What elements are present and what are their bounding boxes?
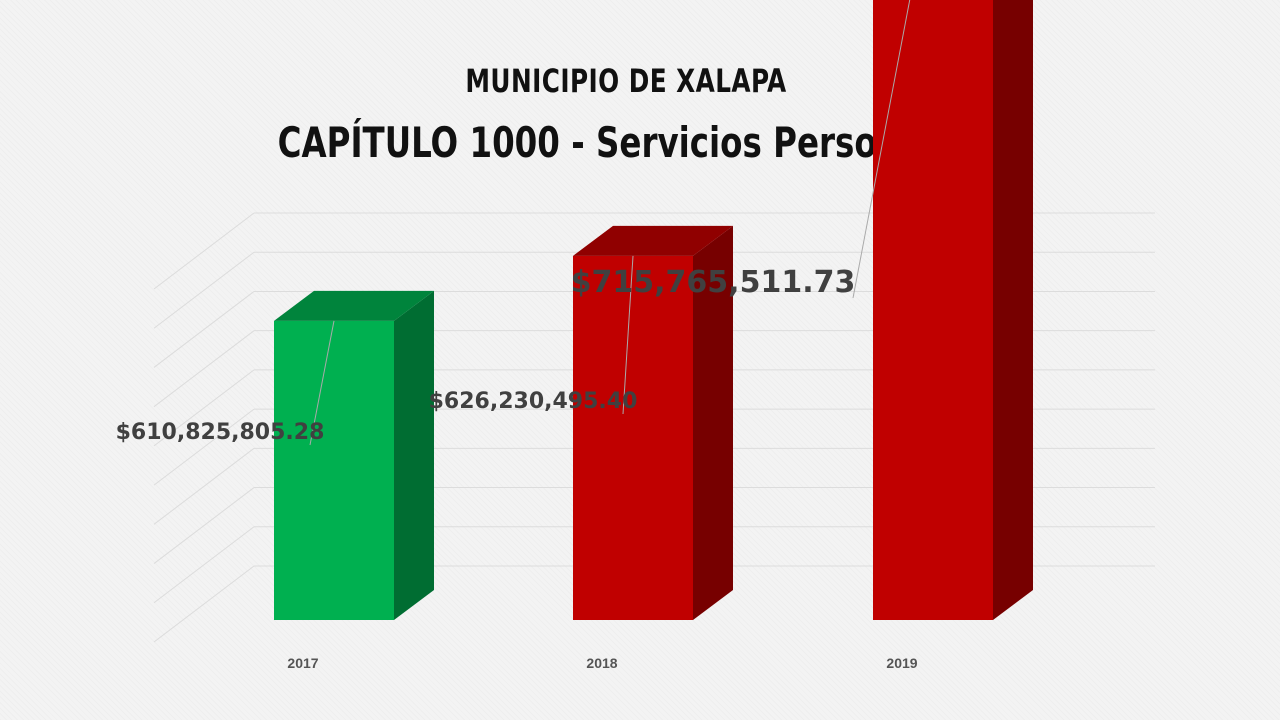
- bar-front: [274, 320, 394, 620]
- x-tick-label: 2017: [287, 655, 318, 671]
- bar-side: [693, 225, 733, 620]
- chart-labels: 2017 $610,825,805.28 2018 $626,230,495.40 20…: [116, 0, 918, 671]
- x-tick-label: 2019: [886, 655, 917, 671]
- bar-2017: [274, 290, 434, 620]
- bar-side: [394, 290, 434, 620]
- chart-subtitle: CAPÍTULO 1000 - Servicios Personales: [277, 118, 975, 167]
- grid-line-side: [153, 330, 255, 408]
- bar-front: [573, 255, 693, 620]
- grid-line-side: [153, 212, 255, 290]
- x-tick-label: 2018: [586, 655, 617, 671]
- bar-side: [993, 0, 1033, 620]
- grid-line-side: [153, 447, 255, 525]
- grid-line-side: [153, 408, 255, 486]
- bar-top: [274, 290, 434, 321]
- grid-line-side: [153, 526, 255, 604]
- grid-line-side: [153, 291, 255, 368]
- bar-front: [873, 0, 993, 620]
- chart-title: MUNICIPIO DE XALAPA: [465, 62, 787, 100]
- data-label: $610,825,805.28: [116, 420, 325, 445]
- leader-line: [852, 0, 911, 299]
- leader-line: [309, 320, 335, 446]
- grid-line-side: [153, 251, 255, 329]
- data-label: $715,765,511.73: [571, 265, 856, 300]
- grid-line-side: [153, 565, 255, 643]
- grid-line-side: [153, 369, 255, 447]
- bar-2018: [573, 225, 733, 620]
- bar-top: [573, 225, 733, 256]
- grid-line-side: [153, 487, 255, 564]
- bar-2019: [873, 0, 1033, 620]
- chart-bars: [274, 0, 1033, 620]
- leader-line: [622, 255, 634, 415]
- data-label: $626,230,495.40: [429, 389, 638, 414]
